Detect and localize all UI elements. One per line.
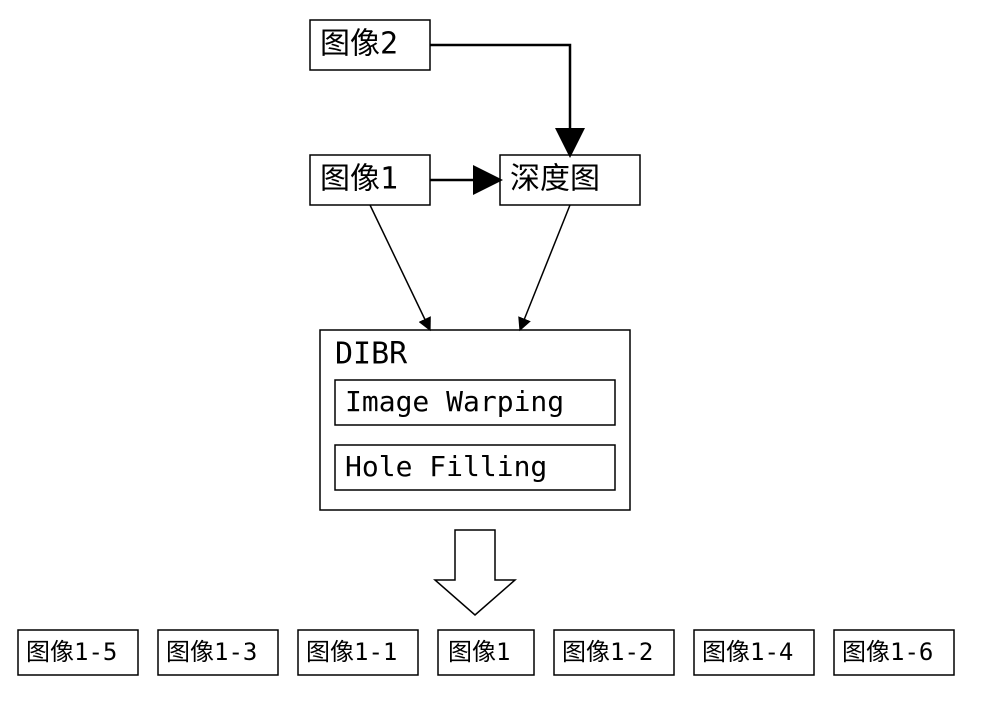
node-depth: 深度图 bbox=[500, 155, 640, 205]
output-2-label: 图像1-1 bbox=[306, 638, 397, 666]
output-1-label: 图像1-3 bbox=[166, 638, 257, 666]
output-6-label: 图像1-6 bbox=[842, 638, 933, 666]
node-dibr-sub2-label: Hole Filling bbox=[345, 450, 547, 483]
node-dibr-sub1-label: Image Warping bbox=[345, 385, 564, 418]
outputs-row: 图像1-5 图像1-3 图像1-1 图像1 图像1-2 图像1-4 图像1-6 bbox=[18, 630, 954, 675]
edge-image1-dibr bbox=[370, 205, 430, 330]
node-image2-label: 图像2 bbox=[320, 27, 398, 62]
output-0-label: 图像1-5 bbox=[26, 638, 117, 666]
output-2: 图像1-1 bbox=[298, 630, 418, 675]
node-image1: 图像1 bbox=[310, 155, 430, 205]
node-image1-label: 图像1 bbox=[320, 162, 398, 197]
node-depth-label: 深度图 bbox=[510, 162, 600, 197]
output-4: 图像1-2 bbox=[554, 630, 674, 675]
node-image2: 图像2 bbox=[310, 20, 430, 70]
node-dibr-label: DIBR bbox=[335, 337, 408, 372]
flowchart: 图像2 图像1 深度图 DIBR Image Warping Hole Fill… bbox=[0, 0, 1000, 707]
edge-depth-dibr bbox=[520, 205, 570, 330]
output-5: 图像1-4 bbox=[694, 630, 814, 675]
output-6: 图像1-6 bbox=[834, 630, 954, 675]
node-dibr: DIBR Image Warping Hole Filling bbox=[320, 330, 630, 510]
output-5-label: 图像1-4 bbox=[702, 638, 793, 666]
output-1: 图像1-3 bbox=[158, 630, 278, 675]
output-4-label: 图像1-2 bbox=[562, 638, 653, 666]
output-3: 图像1 bbox=[438, 630, 534, 675]
output-3-label: 图像1 bbox=[448, 638, 510, 666]
block-arrow bbox=[435, 530, 515, 615]
output-0: 图像1-5 bbox=[18, 630, 138, 675]
edge-image2-depth bbox=[430, 45, 570, 155]
